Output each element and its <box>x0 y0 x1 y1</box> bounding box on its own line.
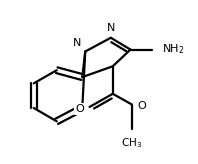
Text: NH$_2$: NH$_2$ <box>162 43 184 56</box>
Text: O: O <box>138 101 146 111</box>
Text: O: O <box>75 104 84 114</box>
Text: N: N <box>73 38 82 48</box>
Text: N: N <box>107 23 115 33</box>
Text: CH$_3$: CH$_3$ <box>121 136 143 150</box>
